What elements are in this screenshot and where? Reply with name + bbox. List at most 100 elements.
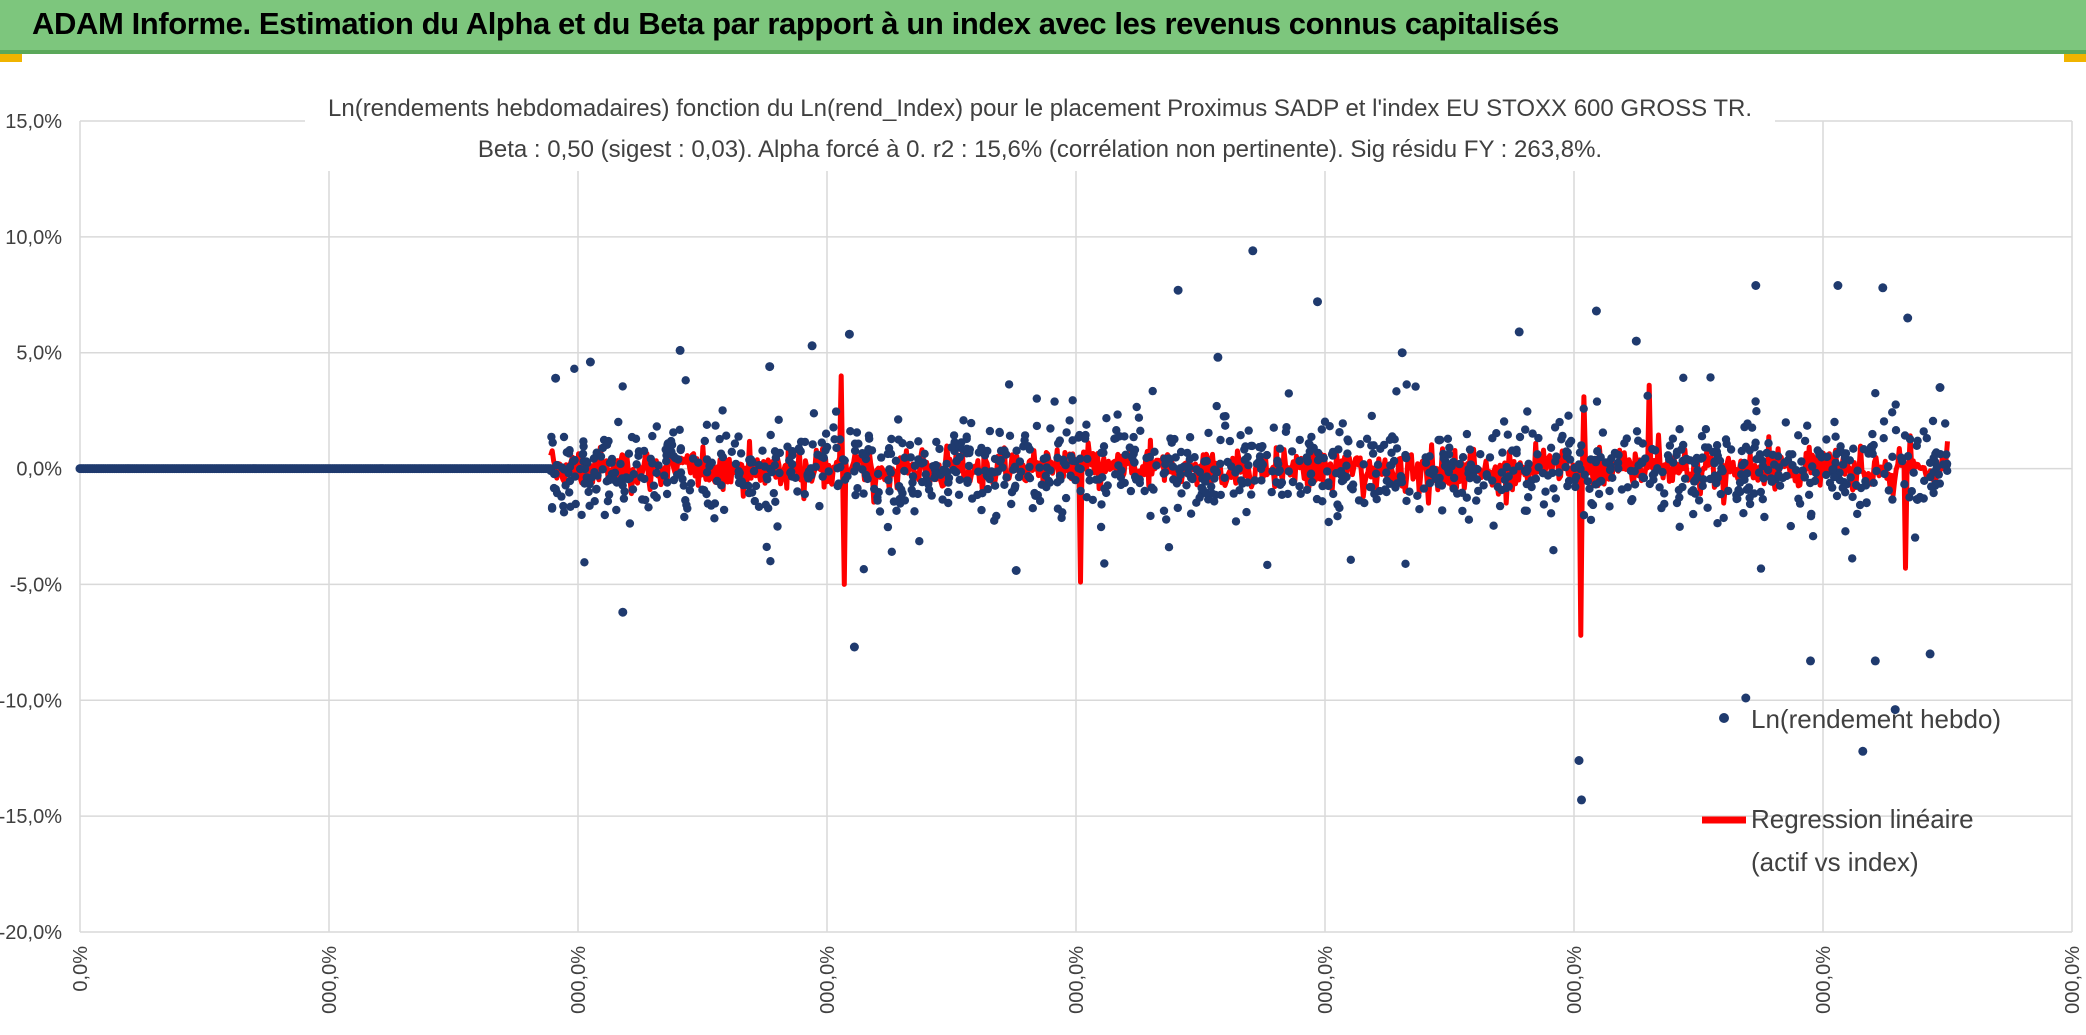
scatter-point xyxy=(1313,297,1322,307)
scatter-point xyxy=(1741,442,1751,451)
scatter-point xyxy=(1853,509,1862,519)
scatter-point xyxy=(973,490,982,500)
scatter-point xyxy=(1631,336,1641,346)
scatter-point xyxy=(990,516,999,525)
scatter-point xyxy=(900,466,909,476)
y-tick-label: -5,0% xyxy=(10,574,62,596)
scatter-point xyxy=(1207,482,1216,491)
scatter-point xyxy=(1498,448,1507,457)
scatter-point xyxy=(1891,426,1901,435)
scatter-point xyxy=(1810,476,1820,486)
scatter-point xyxy=(1061,493,1071,503)
scatter-point xyxy=(751,481,761,491)
scatter-point xyxy=(1373,460,1383,469)
scatter-point xyxy=(1165,455,1174,464)
scatter-point xyxy=(590,497,599,506)
scatter-point xyxy=(1465,445,1475,454)
scatter-point xyxy=(1610,448,1620,458)
scatter-point xyxy=(1888,452,1897,461)
scatter-point xyxy=(1755,451,1765,460)
scatter-point xyxy=(1669,458,1678,467)
scatter-point xyxy=(1499,417,1509,426)
scatter-point xyxy=(863,474,872,484)
scatter-point xyxy=(1565,455,1575,464)
scatter-point xyxy=(731,459,741,469)
scatter-point xyxy=(1858,746,1868,756)
scatter-point xyxy=(1004,380,1014,389)
scatter-point xyxy=(1655,483,1664,492)
scatter-point xyxy=(1065,416,1074,425)
scatter-point xyxy=(1440,461,1450,471)
scatter-point xyxy=(1162,515,1171,524)
scatter-point xyxy=(1912,495,1922,504)
scatter-point xyxy=(873,496,882,505)
scatter-point xyxy=(1173,503,1183,513)
scatter-point xyxy=(1579,404,1588,413)
scatter-point xyxy=(1009,465,1018,474)
scatter-point xyxy=(1741,693,1751,703)
scatter-point xyxy=(585,357,595,367)
scatter-point xyxy=(688,454,698,463)
scatter-point xyxy=(1754,468,1764,477)
scatter-point xyxy=(1637,457,1646,467)
scatter-point xyxy=(703,499,713,508)
scatter-point xyxy=(1068,396,1077,405)
scatter-point xyxy=(1000,446,1009,455)
scatter-point xyxy=(1149,485,1158,494)
scatter-point xyxy=(808,440,817,449)
x-tick-label: 000,0% xyxy=(1813,946,1835,1014)
scatter-point xyxy=(891,456,901,465)
scatter-point xyxy=(1195,467,1205,477)
scatter-point xyxy=(1868,449,1877,458)
scatter-point xyxy=(1449,473,1459,483)
scatter-point xyxy=(598,465,607,474)
scatter-point xyxy=(833,481,842,491)
scatter-point xyxy=(1472,496,1481,505)
scatter-point xyxy=(1458,453,1468,462)
scatter-point xyxy=(1774,463,1784,472)
scatter-point xyxy=(1216,459,1225,468)
scatter-point xyxy=(1097,500,1106,509)
scatter-point xyxy=(719,505,729,515)
scatter-point xyxy=(852,462,861,471)
scatter-point xyxy=(832,443,841,453)
scatter-point xyxy=(824,467,833,476)
scatter-point xyxy=(1497,468,1507,477)
scatter-point xyxy=(1391,483,1400,492)
scatter-point xyxy=(727,447,736,456)
scatter-point xyxy=(1756,487,1766,497)
scatter-point xyxy=(1168,462,1178,471)
scatter-point xyxy=(1210,474,1219,483)
scatter-point xyxy=(663,478,672,487)
scatter-point xyxy=(1221,412,1230,421)
scatter-point xyxy=(676,445,685,455)
scatter-point xyxy=(1522,467,1531,477)
scatter-point xyxy=(1586,515,1596,525)
scatter-point xyxy=(1539,500,1549,509)
scatter-point xyxy=(1811,468,1821,478)
scatter-point xyxy=(1307,477,1317,487)
scatter-point xyxy=(1800,473,1809,482)
scatter-point xyxy=(1125,443,1135,452)
scatter-point xyxy=(1479,481,1488,490)
scatter-point xyxy=(859,565,868,574)
scatter-point xyxy=(762,542,771,552)
scatter-point xyxy=(1039,454,1049,463)
scatter-point xyxy=(1200,457,1209,466)
scatter-point xyxy=(1558,431,1567,441)
scatter-point xyxy=(1011,481,1020,490)
scatter-point xyxy=(662,489,672,499)
scatter-point xyxy=(1701,425,1711,434)
scatter-point xyxy=(985,426,995,436)
scatter-point xyxy=(1368,449,1378,458)
scatter-point xyxy=(679,481,688,490)
scatter-point xyxy=(669,475,679,485)
scatter-point xyxy=(1231,517,1241,526)
scatter-point xyxy=(804,467,814,476)
scatter-point xyxy=(1522,479,1532,489)
scatter-point xyxy=(1333,512,1342,521)
scatter-point xyxy=(1713,519,1722,528)
x-tick-label: 000,0% xyxy=(1315,946,1337,1014)
scatter-point xyxy=(1032,421,1042,431)
scatter-point xyxy=(707,458,716,467)
